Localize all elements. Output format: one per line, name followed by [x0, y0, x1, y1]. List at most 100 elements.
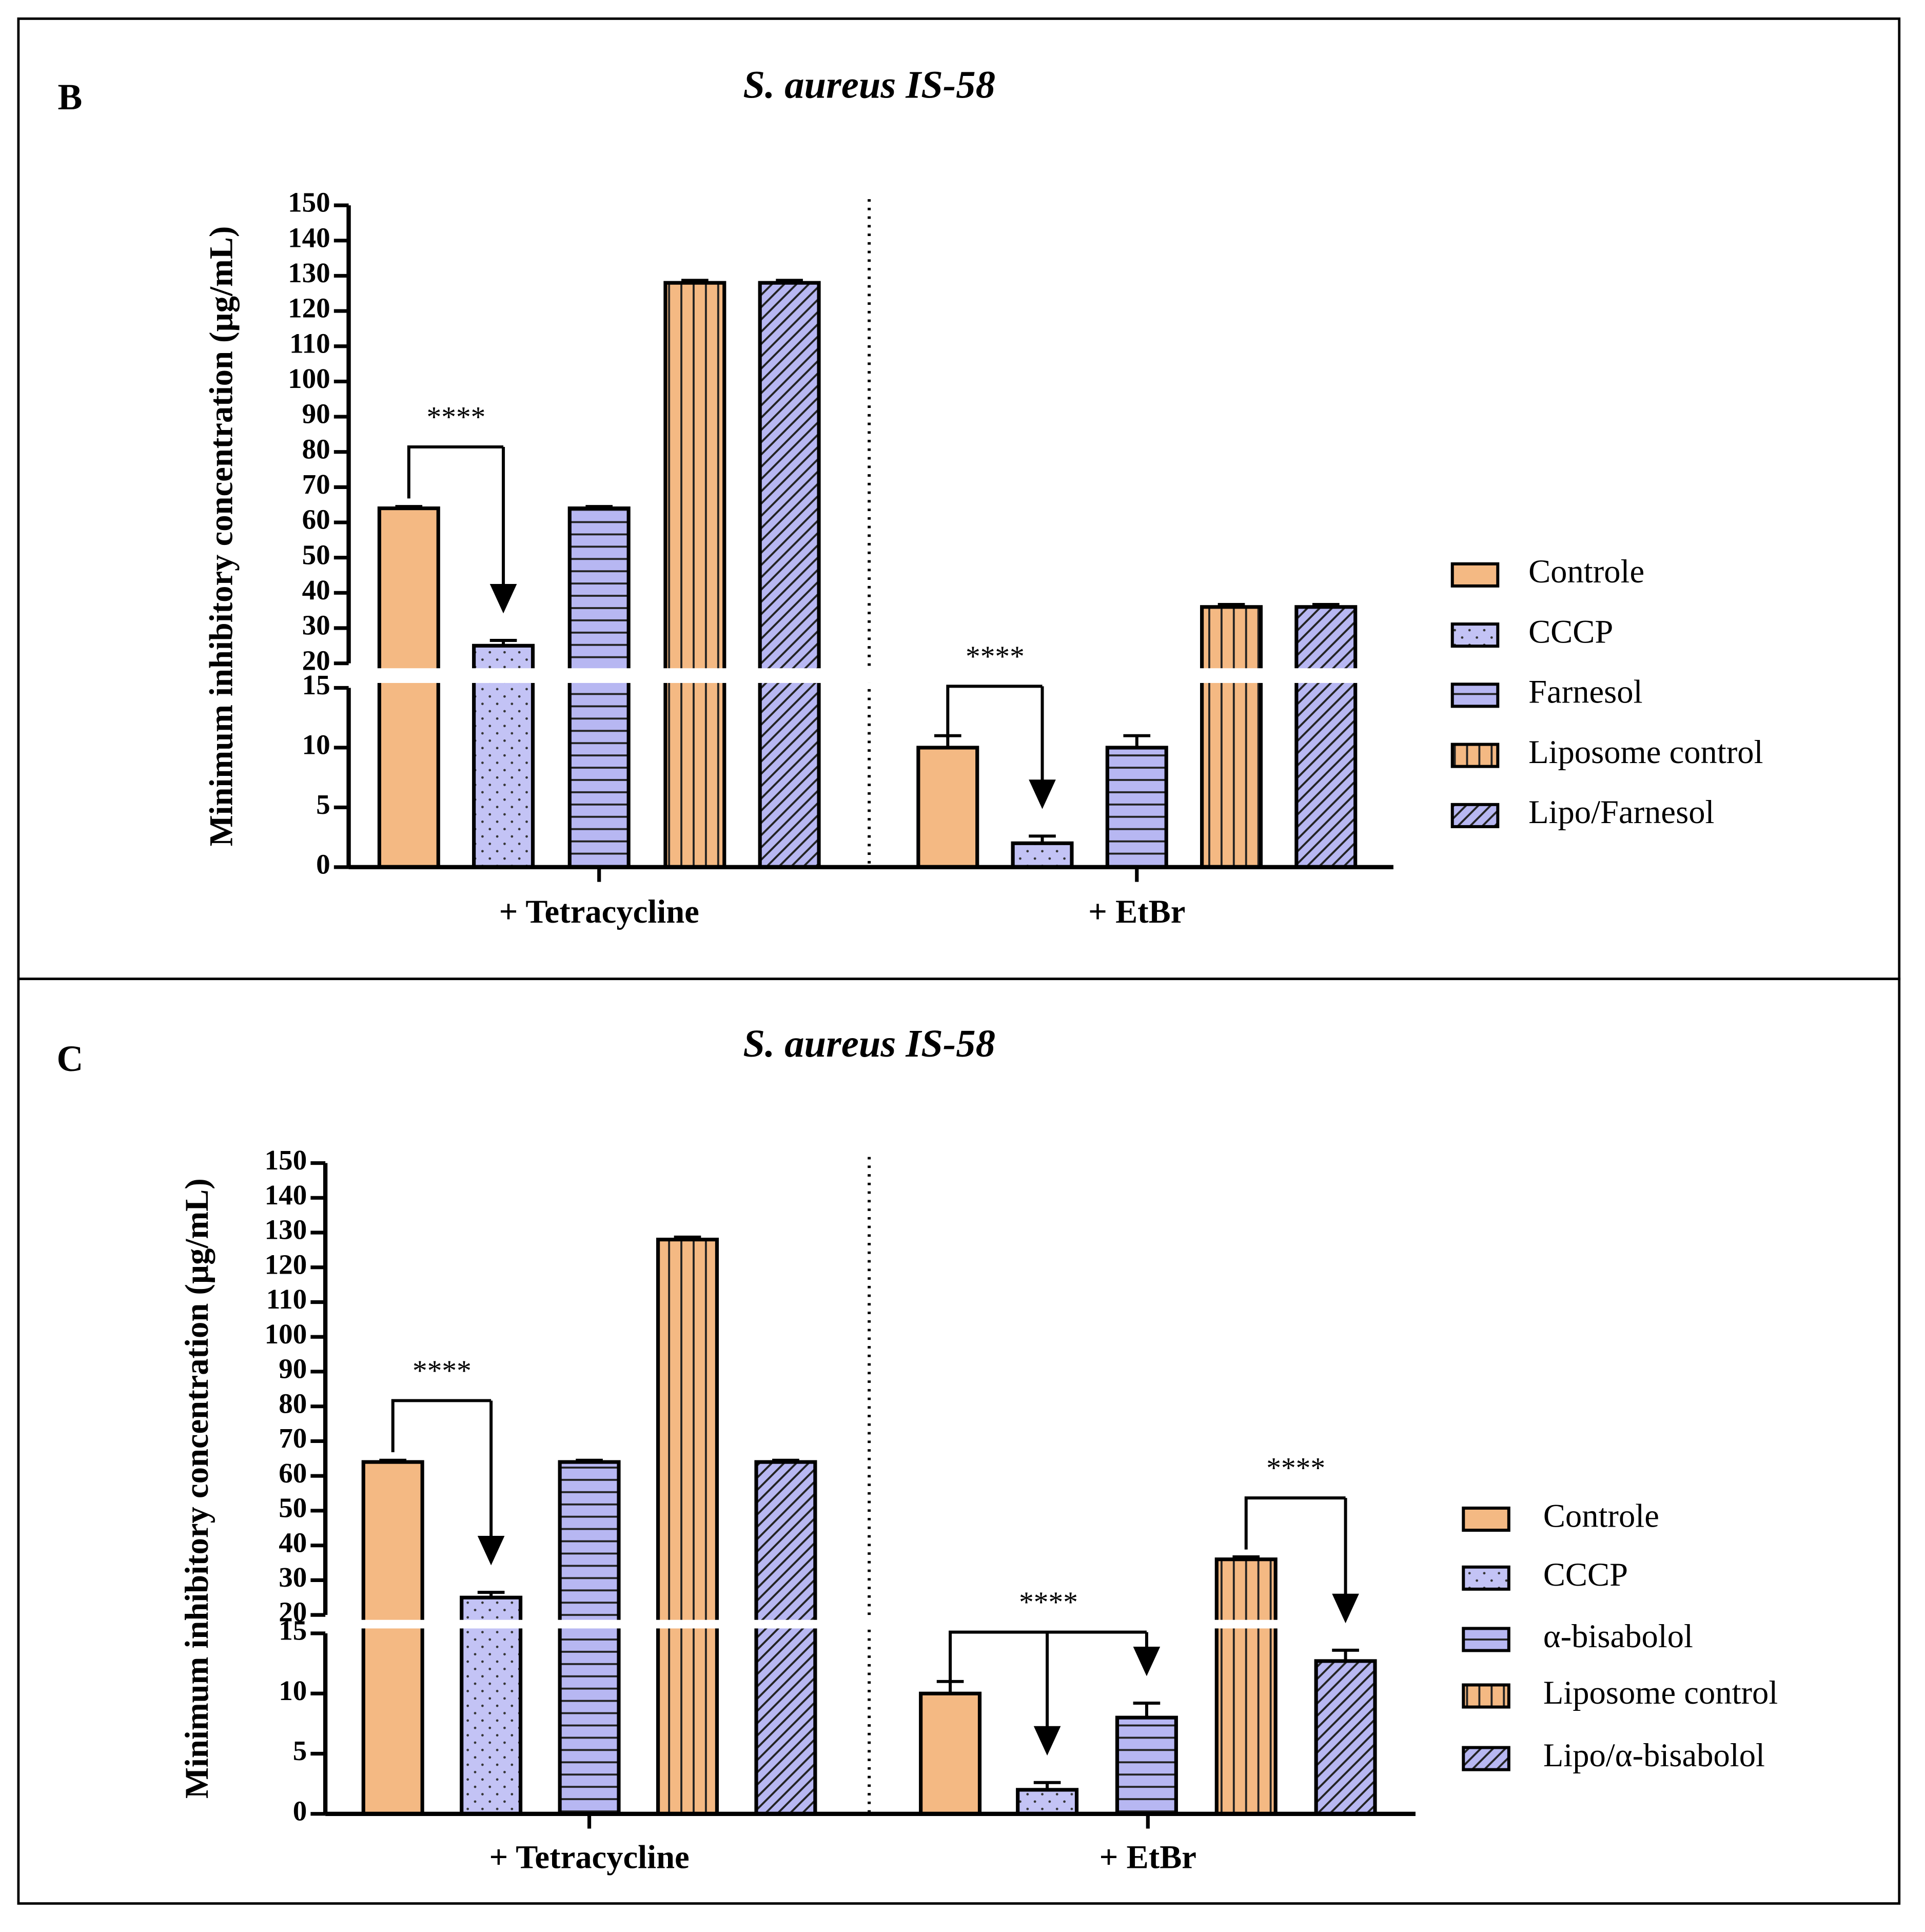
bar — [919, 1691, 982, 1816]
error-bar — [1033, 1781, 1061, 1790]
legend-swatch — [1450, 682, 1500, 708]
y-tick-label: 120 — [265, 1248, 307, 1280]
arrow-head — [1133, 1646, 1161, 1676]
bracket — [946, 685, 1043, 738]
legend-swatch — [1450, 743, 1500, 768]
legend-swatch — [1462, 1683, 1510, 1709]
x-tick-label: + Tetracycline — [499, 893, 699, 930]
panel-label: C — [56, 1038, 83, 1079]
y-tick-label: 50 — [302, 539, 330, 570]
legend-label: α-bisabolol — [1543, 1617, 1693, 1654]
y-tick-label: 80 — [302, 433, 330, 464]
bar — [377, 506, 440, 869]
legend-swatch — [1462, 1627, 1510, 1652]
error-bar — [585, 505, 613, 509]
legend-label: Lipo/Farnesol — [1528, 793, 1714, 830]
significance-label: **** — [1266, 1452, 1325, 1485]
error-bar — [1232, 1555, 1260, 1559]
y-tick-label: 50 — [279, 1492, 307, 1524]
bar — [1200, 605, 1263, 869]
error-bar — [776, 279, 803, 283]
axis-break — [331, 668, 1393, 683]
bar — [567, 506, 631, 869]
legend-label: Liposome control — [1528, 733, 1763, 770]
y-tick-label: 30 — [302, 610, 330, 641]
bar — [460, 1595, 523, 1816]
bar — [1011, 841, 1074, 869]
y-tick-label: 140 — [265, 1179, 307, 1211]
error-bar — [379, 1458, 407, 1462]
bar — [558, 1460, 621, 1816]
y-tick-label: 150 — [288, 187, 330, 218]
error-bar — [674, 1235, 701, 1240]
bar — [656, 1237, 719, 1816]
legend-swatch — [1462, 1746, 1510, 1771]
y-tick-label: 15 — [279, 1615, 307, 1646]
bar — [758, 281, 821, 869]
arrow-head — [477, 1536, 505, 1566]
y-tick-label: 130 — [265, 1214, 307, 1245]
y-tick-label: 15 — [302, 669, 330, 700]
chart-title: S. aureus IS-58 — [743, 63, 995, 106]
bar — [1016, 1788, 1079, 1816]
legend-label: Lipo/α-bisabolol — [1543, 1736, 1765, 1773]
y-tick-label: 30 — [279, 1562, 307, 1593]
error-bar — [1029, 834, 1056, 844]
y-tick-label: 90 — [279, 1353, 307, 1384]
bracket — [391, 1399, 492, 1452]
bar — [663, 281, 726, 869]
y-tick-label: 80 — [279, 1388, 307, 1419]
chart-title: S. aureus IS-58 — [743, 1022, 995, 1065]
y-tick-label: 10 — [279, 1675, 307, 1706]
legend-swatch — [1462, 1565, 1510, 1591]
y-axis-label: Minimum inhibitory concentration (µg/mL) — [203, 226, 240, 847]
bar — [754, 1460, 817, 1816]
legend-swatch — [1450, 562, 1500, 588]
y-tick-label: 110 — [266, 1283, 307, 1315]
legend-label: Controle — [1528, 553, 1644, 590]
bar — [1294, 605, 1358, 869]
significance-label: **** — [412, 1355, 472, 1387]
significance-label: **** — [966, 640, 1025, 673]
panel-label: B — [57, 76, 82, 118]
arrow-head — [489, 583, 517, 614]
y-tick-label: 40 — [279, 1527, 307, 1558]
panel-frame — [17, 978, 1901, 1905]
y-tick-label: 120 — [288, 292, 330, 324]
error-bar — [395, 505, 423, 509]
y-tick-label: 0 — [316, 848, 330, 880]
legend-label: CCCP — [1528, 613, 1613, 650]
y-tick-label: 100 — [265, 1318, 307, 1350]
error-bar — [772, 1458, 799, 1462]
bracket — [407, 445, 504, 499]
legend-swatch — [1450, 803, 1500, 828]
bracket — [1244, 1496, 1346, 1550]
y-tick-label: 5 — [293, 1735, 307, 1766]
bar — [916, 746, 979, 869]
y-tick-label: 20 — [279, 1596, 307, 1628]
y-tick-label: 60 — [302, 504, 330, 535]
bar — [1105, 746, 1168, 869]
bracket — [949, 1630, 1147, 1684]
significance-label: **** — [427, 401, 486, 433]
y-tick-label: 60 — [279, 1457, 307, 1489]
legend-swatch — [1462, 1506, 1510, 1532]
error-bar — [1123, 734, 1151, 748]
y-tick-label: 20 — [302, 645, 330, 676]
bar — [1115, 1715, 1178, 1816]
significance-label: **** — [1019, 1586, 1078, 1618]
error-bar — [1217, 603, 1245, 607]
error-bar — [576, 1458, 603, 1462]
arrow-head — [1029, 779, 1056, 809]
error-bar — [1312, 603, 1340, 607]
axis-break — [308, 1619, 1416, 1629]
y-tick-label: 70 — [279, 1422, 307, 1454]
y-tick-label: 5 — [316, 789, 330, 820]
y-tick-label: 110 — [289, 327, 330, 359]
y-tick-label: 0 — [293, 1795, 307, 1826]
y-tick-label: 40 — [302, 574, 330, 606]
bar — [361, 1460, 424, 1816]
